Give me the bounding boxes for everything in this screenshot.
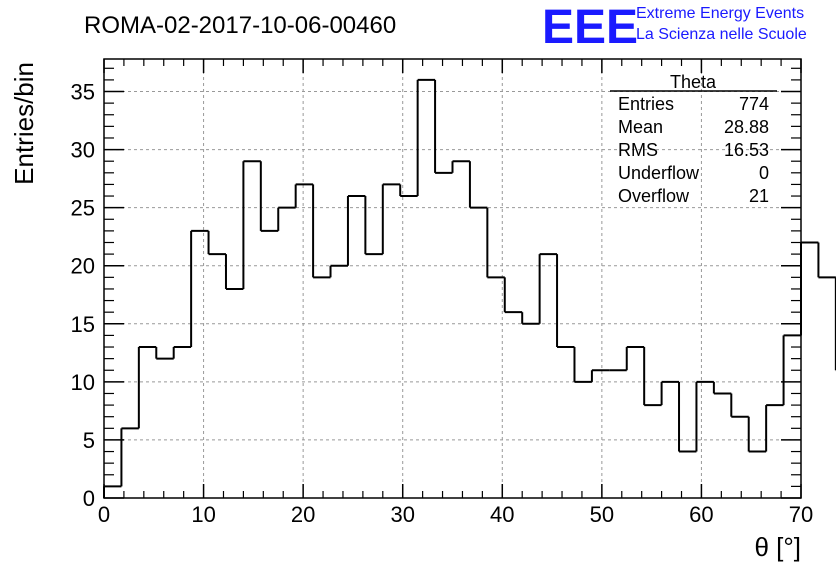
x-tick-label: 70: [789, 502, 813, 527]
y-tick-label: 15: [71, 312, 95, 337]
axis-ticks: [103, 59, 802, 499]
chart-title: ROMA-02-2017-10-06-00460: [84, 12, 396, 39]
y-tick-label: 30: [71, 138, 95, 163]
stats-value: 28.88: [724, 117, 769, 137]
stats-label: Underflow: [618, 163, 700, 183]
y-tick-label: 35: [71, 80, 95, 105]
y-axis-label: Entries/bin: [9, 62, 39, 185]
y-tick-labels: 0 5 10 15 20 25 30 35: [71, 80, 95, 511]
x-tick-label: 0: [98, 502, 110, 527]
y-tick-label: 10: [71, 370, 95, 395]
y-tick-label: 20: [71, 254, 95, 279]
x-tick-label: 20: [291, 502, 315, 527]
stats-label: Mean: [618, 117, 663, 137]
stats-title: Theta: [670, 72, 717, 92]
eee-logo: EEE Extreme Energy Events La Scienza nel…: [542, 1, 807, 54]
stats-value: 21: [749, 186, 769, 206]
histogram: [103, 78, 836, 498]
stats-value: 0: [759, 163, 769, 183]
y-tick-label: 0: [83, 486, 95, 511]
grid: [104, 59, 801, 498]
x-tick-label: 50: [590, 502, 614, 527]
x-tick-label: 10: [191, 502, 215, 527]
x-axis-label: θ [°]: [754, 532, 801, 562]
x-tick-label: 60: [689, 502, 713, 527]
logo-line-2: La Scienza nelle Scuole: [636, 26, 807, 43]
plot-frame: [103, 58, 802, 499]
x-tick-label: 30: [390, 502, 414, 527]
y-tick-label: 25: [71, 196, 95, 221]
stats-label: Overflow: [618, 186, 690, 206]
stats-label: RMS: [618, 140, 658, 160]
stats-label: Entries: [618, 94, 674, 114]
logo-eee: EEE: [542, 1, 638, 54]
x-tick-label: 40: [490, 502, 514, 527]
logo-line-1: Extreme Energy Events: [636, 5, 804, 22]
stats-value: 774: [739, 94, 769, 114]
x-tick-labels: 0 10 20 30 40 50 60 70: [98, 502, 813, 527]
stats-value: 16.53: [724, 140, 769, 160]
y-tick-label: 5: [83, 428, 95, 453]
stats-box: Theta Entries 774 Mean 28.88 RMS 16.53 U…: [610, 72, 777, 206]
